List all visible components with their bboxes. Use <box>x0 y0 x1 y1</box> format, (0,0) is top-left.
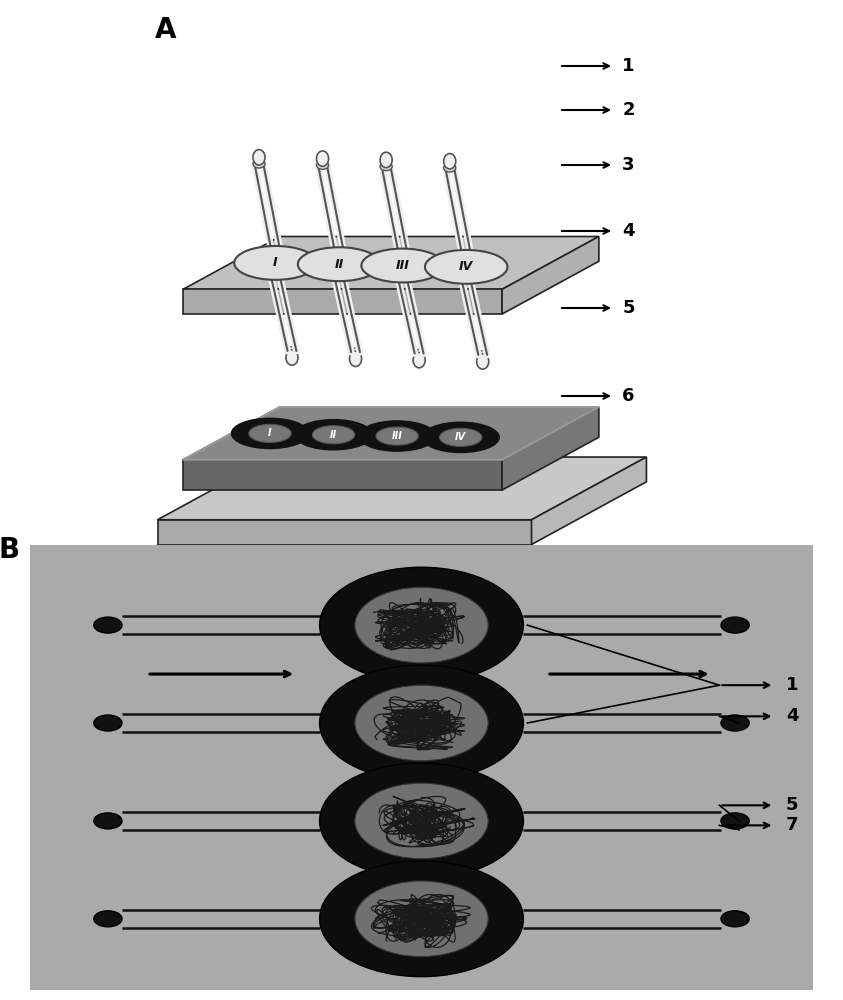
Ellipse shape <box>443 164 456 172</box>
Text: 5: 5 <box>622 299 635 317</box>
Ellipse shape <box>476 351 489 359</box>
Text: 7: 7 <box>786 816 798 834</box>
Text: A: A <box>155 16 176 44</box>
Text: 1: 1 <box>786 676 798 694</box>
Ellipse shape <box>319 567 524 683</box>
Ellipse shape <box>422 422 499 452</box>
Ellipse shape <box>94 715 122 731</box>
Ellipse shape <box>721 715 749 731</box>
Polygon shape <box>183 236 599 289</box>
Ellipse shape <box>721 911 749 927</box>
Text: 3: 3 <box>622 156 635 174</box>
Ellipse shape <box>286 347 298 355</box>
Ellipse shape <box>380 162 392 171</box>
Polygon shape <box>502 236 599 314</box>
Ellipse shape <box>355 881 488 957</box>
Ellipse shape <box>249 424 291 442</box>
Ellipse shape <box>319 763 524 879</box>
Ellipse shape <box>253 160 265 168</box>
Text: 1: 1 <box>622 57 635 75</box>
Ellipse shape <box>380 152 392 168</box>
Ellipse shape <box>476 354 489 369</box>
Ellipse shape <box>355 587 488 663</box>
Text: B: B <box>0 536 19 564</box>
Ellipse shape <box>721 813 749 829</box>
Ellipse shape <box>319 665 524 781</box>
Text: III: III <box>395 259 410 272</box>
Polygon shape <box>183 407 599 460</box>
Text: 2: 2 <box>622 101 635 119</box>
Ellipse shape <box>319 861 524 977</box>
Text: IV: IV <box>459 260 473 273</box>
Ellipse shape <box>316 151 329 166</box>
Ellipse shape <box>286 350 298 365</box>
Text: II: II <box>335 258 344 271</box>
Ellipse shape <box>298 247 380 281</box>
Text: IV: IV <box>455 432 466 442</box>
Text: III: III <box>392 431 403 441</box>
Ellipse shape <box>316 161 329 169</box>
Ellipse shape <box>355 783 488 859</box>
Text: I: I <box>268 428 271 438</box>
Ellipse shape <box>234 246 317 280</box>
Polygon shape <box>183 407 599 460</box>
Text: II: II <box>330 430 337 440</box>
Ellipse shape <box>94 911 122 927</box>
Text: I: I <box>273 256 278 269</box>
Polygon shape <box>531 457 647 544</box>
Ellipse shape <box>358 421 436 451</box>
Ellipse shape <box>350 351 362 367</box>
Polygon shape <box>502 407 599 490</box>
Ellipse shape <box>443 154 456 169</box>
Ellipse shape <box>313 426 355 444</box>
Polygon shape <box>158 457 647 520</box>
Text: 4: 4 <box>786 707 798 725</box>
Ellipse shape <box>425 250 507 284</box>
Text: 5: 5 <box>786 796 798 814</box>
Ellipse shape <box>721 617 749 633</box>
Ellipse shape <box>376 427 418 445</box>
Text: 6: 6 <box>622 387 635 405</box>
Ellipse shape <box>439 428 482 446</box>
Ellipse shape <box>94 813 122 829</box>
Ellipse shape <box>94 617 122 633</box>
Polygon shape <box>158 520 531 544</box>
Ellipse shape <box>413 352 425 368</box>
Ellipse shape <box>253 150 265 165</box>
Ellipse shape <box>295 420 372 450</box>
Ellipse shape <box>362 249 444 282</box>
Ellipse shape <box>413 349 425 358</box>
Polygon shape <box>183 460 502 490</box>
Ellipse shape <box>355 685 488 761</box>
Polygon shape <box>183 289 502 314</box>
Ellipse shape <box>350 348 362 356</box>
Text: 4: 4 <box>622 222 635 240</box>
Ellipse shape <box>232 418 309 449</box>
